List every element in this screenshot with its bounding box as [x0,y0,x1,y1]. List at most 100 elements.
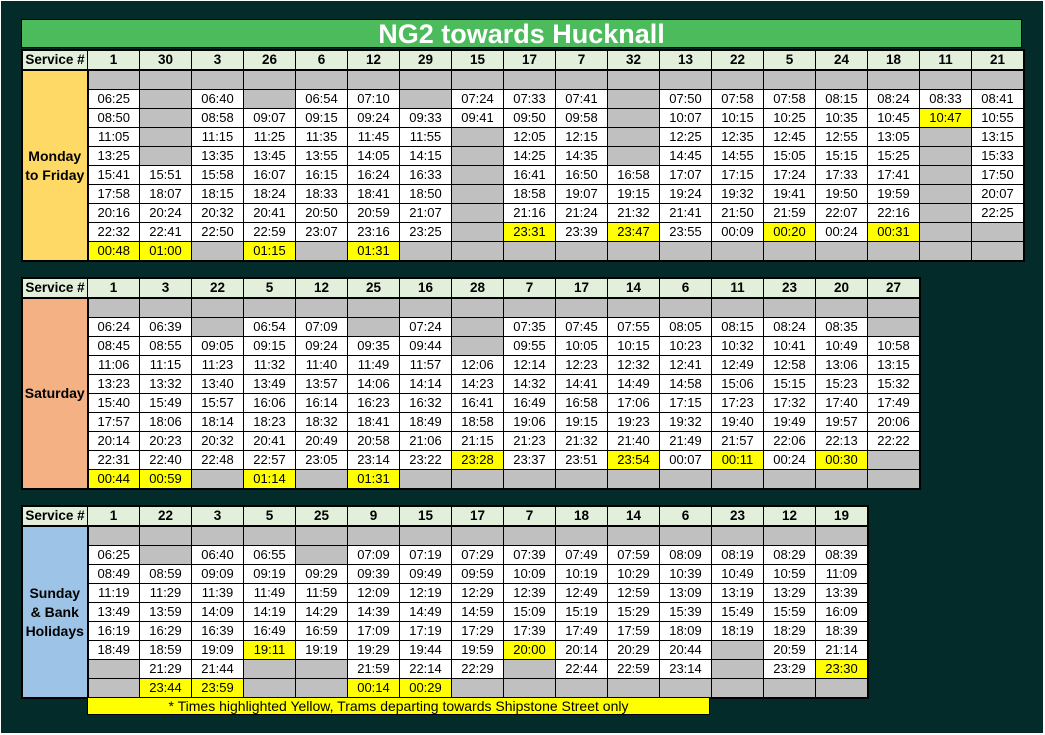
departure-time: 16:19 [87,621,140,641]
departure-time: 06:25 [87,89,140,109]
service-number: 7 [503,505,556,527]
time-row: 08:50 08:58 09:07 09:15 09:24 09:33 09:41 09:50… [22,108,1025,128]
departure-time: 12:15 [555,127,608,147]
departure-time: 11:32 [243,355,296,375]
no-service-cell [763,69,816,90]
departure-time: 22:41 [139,222,192,242]
no-service-cell [399,241,452,262]
no-service-cell [607,469,660,490]
departure-time: 22:07 [815,203,868,223]
departure-time: 00:07 [659,450,712,470]
departure-time: 14:25 [503,146,556,166]
no-service-cell [867,450,921,470]
departure-time: 22:31 [87,450,140,470]
departure-time: 13:39 [815,583,869,603]
departure-time: 07:24 [451,89,504,109]
departure-time: 17:32 [763,393,816,413]
departure-time: 18:09 [659,621,712,641]
no-service-cell [295,297,348,318]
departure-time: 06:55 [243,545,296,565]
time-row: 20:16 20:24 20:32 20:41 20:50 20:59 21:07 21:16… [22,203,1025,223]
departure-time: 08:15 [711,317,764,337]
departure-time: 21:32 [607,203,660,223]
departure-time: 13:25 [87,146,140,166]
departure-time: 10:29 [607,564,660,584]
departure-time: 10:39 [659,564,712,584]
service-number: 6 [659,505,712,527]
departure-time: 17:33 [815,165,868,185]
service-number: 23 [763,277,816,299]
departure-time: 06:54 [295,89,348,109]
time-row: 11:06 11:15 11:23 11:32 11:40 11:49 11:57 12:06… [22,355,921,375]
departure-time: 15:19 [555,602,608,622]
no-service-cell [451,146,504,166]
service-number: 6 [659,277,712,299]
no-service-cell [659,469,712,490]
departure-time: 15:05 [763,146,816,166]
no-service-cell [451,525,504,546]
time-row: 23:44 23:59 00:14 00:29 [22,678,869,699]
no-service-cell [711,659,764,679]
departure-time: 00:09 [711,222,764,242]
service-number: 17 [555,277,608,299]
no-service-cell [607,678,660,699]
departure-time: 23:31 [503,222,556,242]
departure-time: 08:19 [711,545,764,565]
no-service-cell [555,678,608,699]
departure-time: 15:06 [711,374,764,394]
no-service-cell [399,297,452,318]
departure-time: 09:24 [347,108,400,128]
departure-time: 07:33 [503,89,556,109]
departure-time: 08:05 [659,317,712,337]
departure-time: 11:05 [87,127,140,147]
no-service-cell [711,678,764,699]
departure-time: 17:59 [607,621,660,641]
departure-time: 22:25 [971,203,1025,223]
departure-time: 18:33 [295,184,348,204]
no-service-cell [919,146,972,166]
departure-time: 21:50 [711,203,764,223]
service-number: 7 [555,49,608,71]
no-service-cell [919,69,972,90]
service-number: 1 [87,505,140,527]
departure-time: 01:15 [243,241,296,262]
departure-time: 01:14 [243,469,296,490]
no-service-cell [815,241,868,262]
departure-time: 13:09 [659,583,712,603]
departure-time: 09:19 [243,564,296,584]
time-row: 22:32 22:41 22:50 22:59 23:07 23:16 23:25 23:31… [22,222,1025,242]
departure-time: 08:55 [139,336,192,356]
departure-time: 15:57 [191,393,244,413]
no-service-cell [243,525,296,546]
departure-time: 20:58 [347,431,400,451]
departure-time: 19:32 [659,412,712,432]
no-service-cell [191,297,244,318]
departure-time: 15:40 [87,393,140,413]
no-service-cell [711,241,764,262]
no-service-cell [607,69,660,90]
departure-time: 07:09 [295,317,348,337]
departure-time: 18:19 [711,621,764,641]
departure-time: 12:14 [503,355,556,375]
time-row: 15:40 15:49 15:57 16:06 16:14 16:23 16:32 16:41… [22,393,921,413]
no-service-cell [555,241,608,262]
departure-time: 20:32 [191,431,244,451]
departure-time: 15:49 [139,393,192,413]
departure-time: 12:06 [451,355,504,375]
departure-time: 23:51 [555,450,608,470]
departure-time: 22:13 [815,431,868,451]
departure-time: 08:24 [867,89,920,109]
departure-time: 00:44 [87,469,140,490]
departure-time: 18:59 [139,640,192,660]
departure-time: 17:49 [867,393,921,413]
no-service-cell [763,241,816,262]
service-number: 5 [763,49,816,71]
time-row: 00:44 00:59 01:14 01:31 [22,469,921,490]
departure-time: 16:39 [191,621,244,641]
departure-time: 10:25 [763,108,816,128]
departure-time: 22:14 [399,659,452,679]
departure-time: 23:05 [295,450,348,470]
time-row: 08:49 08:59 09:09 09:19 09:29 09:39 09:49 09:59… [22,564,869,584]
no-service-cell [191,317,244,337]
departure-time: 15:09 [503,602,556,622]
